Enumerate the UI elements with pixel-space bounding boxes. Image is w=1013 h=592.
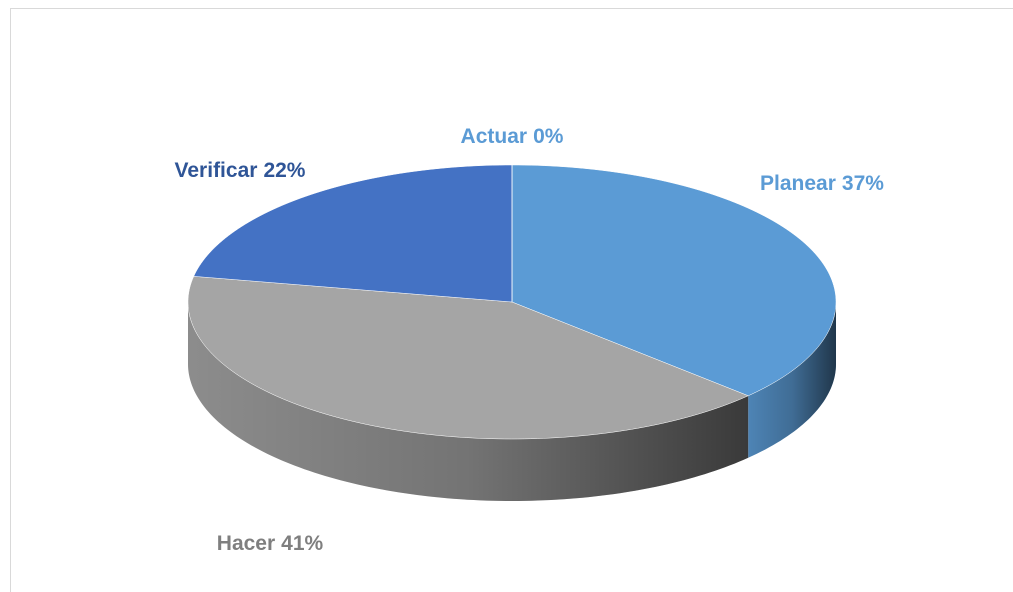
pie-slice <box>193 164 513 303</box>
category-label: Hacer <box>217 532 275 555</box>
value-label: 22% <box>263 159 305 182</box>
data-label: Verificar 22% <box>175 159 306 182</box>
data-label: Hacer 41% <box>217 532 324 555</box>
value-label: 41% <box>281 532 323 555</box>
value-label: 37% <box>842 172 884 195</box>
data-label: Planear 37% <box>760 172 884 195</box>
pie-side-shade <box>748 302 836 458</box>
pie-slice <box>511 164 837 397</box>
category-label: Verificar <box>175 159 258 182</box>
data-label: Actuar 0% <box>461 125 564 148</box>
category-label: Planear <box>760 172 836 195</box>
pie-slice <box>187 276 749 440</box>
category-label: Actuar <box>461 125 528 148</box>
chart-frame <box>10 8 1013 592</box>
pie-side-shade <box>188 302 749 501</box>
value-label: 0% <box>533 125 564 148</box>
